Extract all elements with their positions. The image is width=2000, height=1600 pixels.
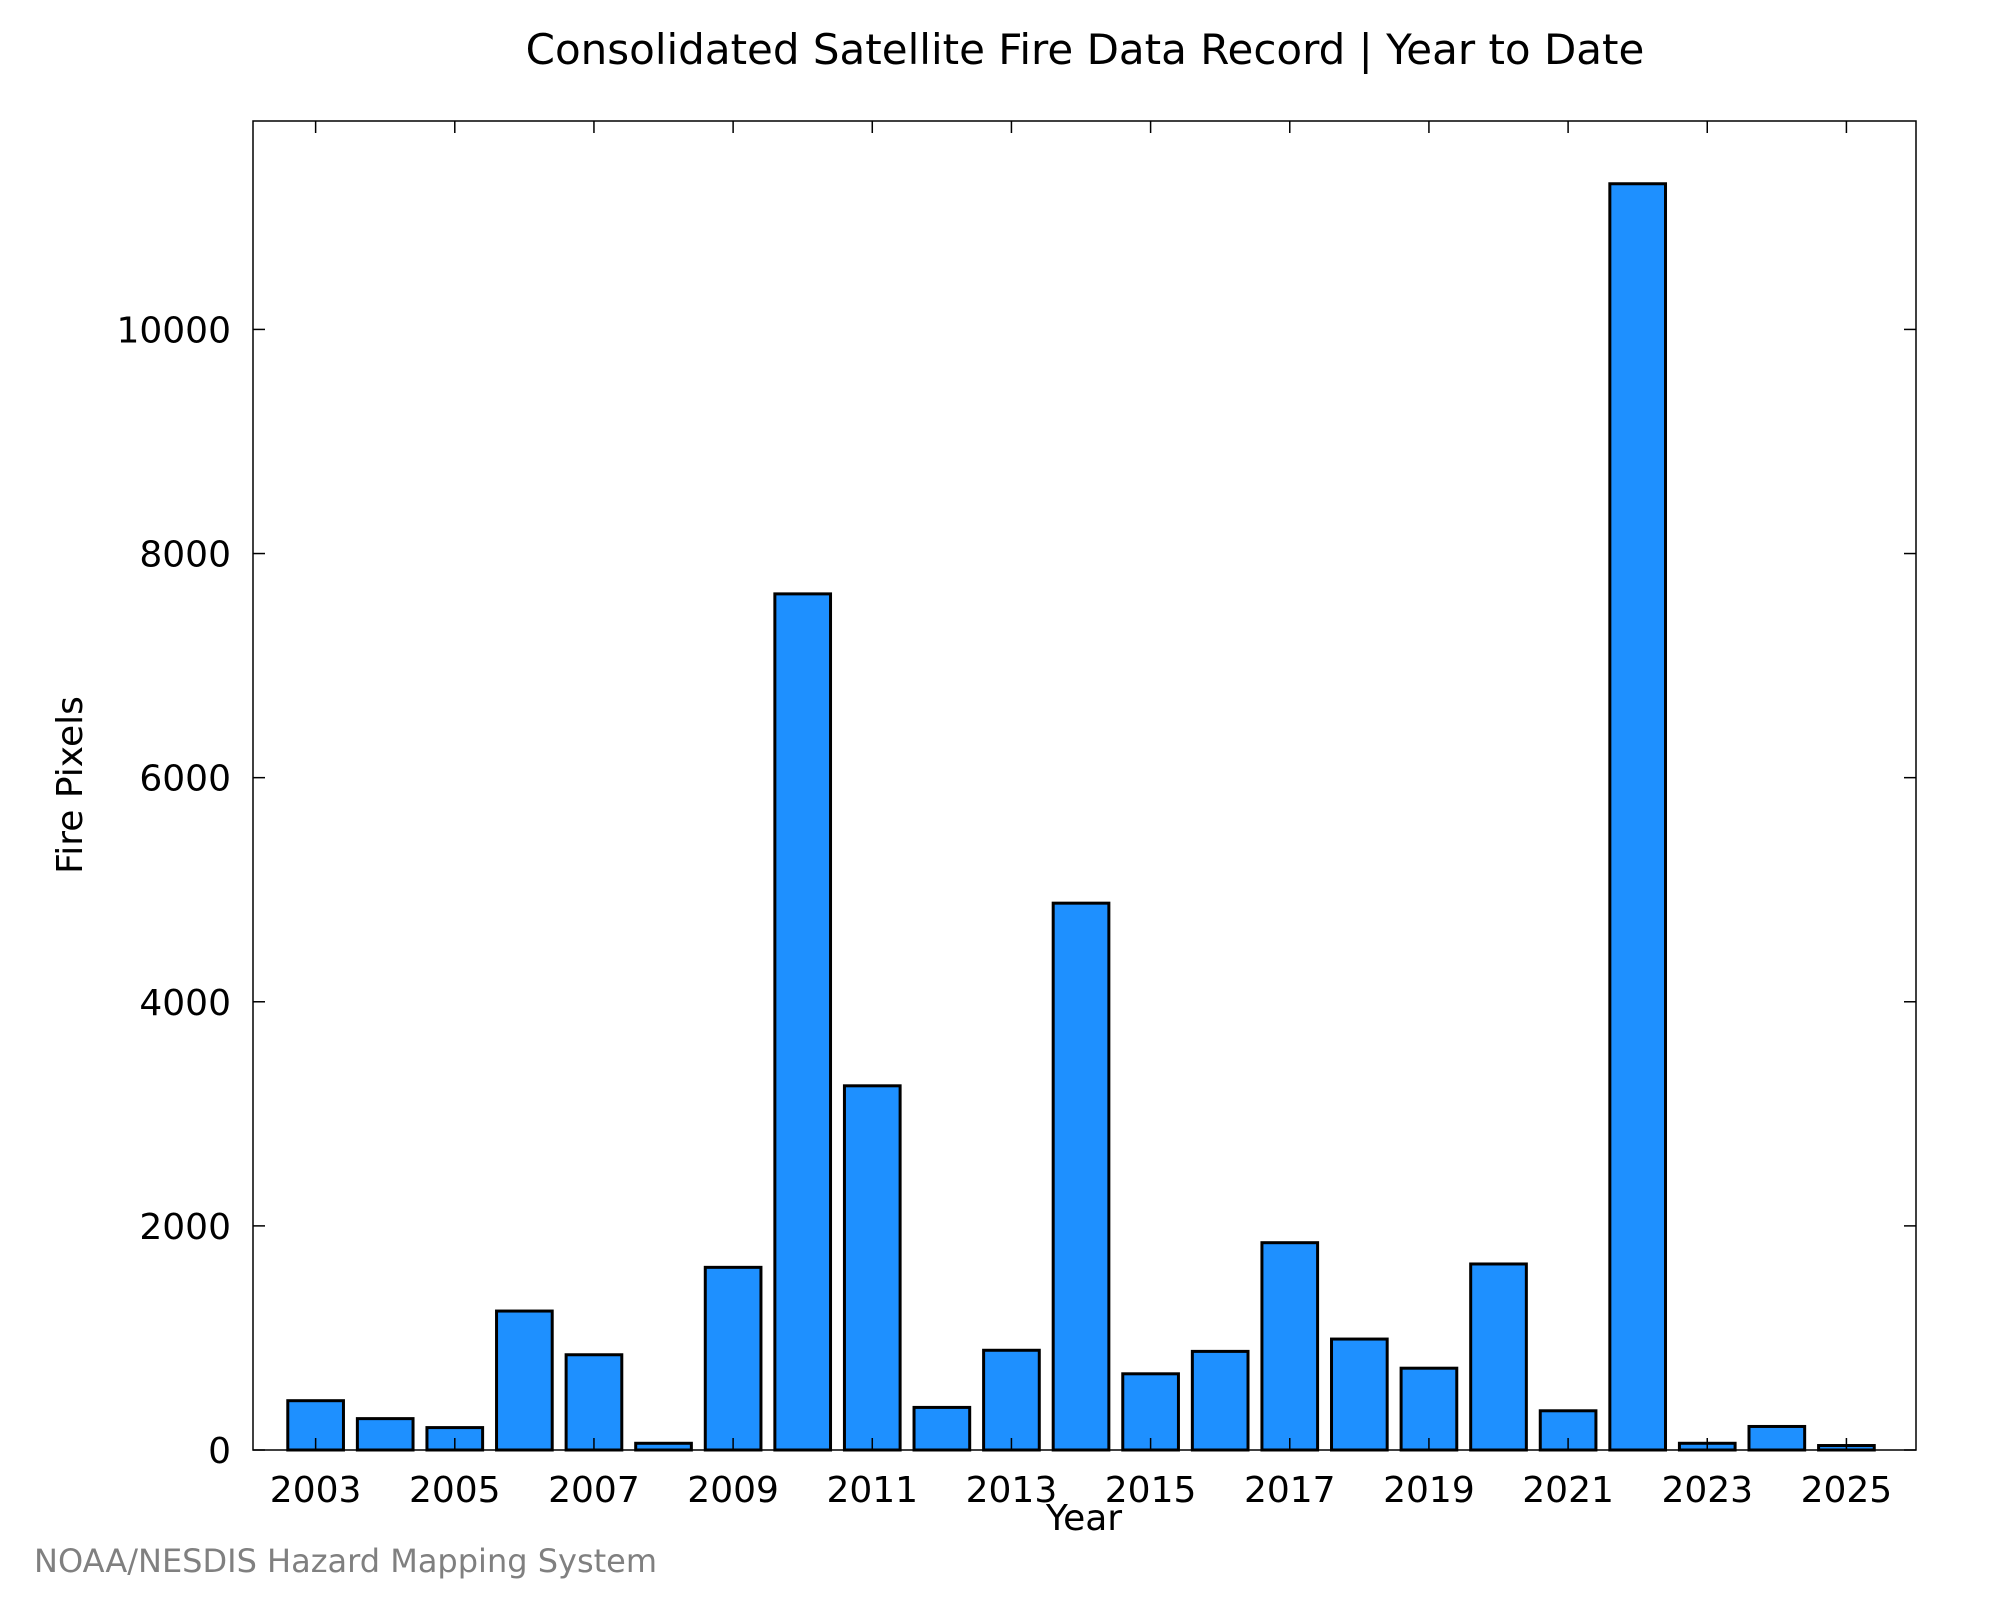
x-tick-label: 2013 xyxy=(966,1470,1058,1511)
bar-2017 xyxy=(1260,1241,1320,1452)
y-tick-label: 10000 xyxy=(116,310,231,351)
x-tick-label: 2015 xyxy=(1105,1470,1197,1511)
x-tick-label: 2023 xyxy=(1661,1470,1753,1511)
bar-2014 xyxy=(1051,901,1111,1452)
bar-2019 xyxy=(1399,1366,1459,1452)
bar-2008 xyxy=(634,1441,693,1452)
bar-2018 xyxy=(1330,1337,1389,1452)
y-tick-label: 8000 xyxy=(139,535,231,576)
x-tick-label: 2007 xyxy=(548,1470,640,1511)
x-tick-label: 2005 xyxy=(409,1470,501,1511)
bar-2024 xyxy=(1747,1424,1807,1452)
plot-frame xyxy=(252,120,1917,1451)
bar-2016 xyxy=(1190,1349,1250,1452)
y-axis-label: Fire Pixels xyxy=(50,696,91,874)
x-tick-label: 2011 xyxy=(826,1470,918,1511)
credit-text: NOAA/NESDIS Hazard Mapping System xyxy=(34,1542,657,1580)
bar-2007 xyxy=(564,1353,624,1452)
plot-area: 2003 2005 2007 2009 2011 2013 2015 2017 2019 2021… xyxy=(116,120,1917,1511)
y-tick-label: 6000 xyxy=(139,759,231,800)
bar-2004 xyxy=(355,1417,415,1452)
x-axis-label: Year xyxy=(1045,1498,1122,1539)
bar-2012 xyxy=(912,1405,972,1452)
x-tick-label: 2009 xyxy=(687,1470,779,1511)
bar-2015 xyxy=(1121,1372,1180,1452)
y-axis-ticks: 0 2000 4000 6000 8000 10000 xyxy=(116,310,1916,1472)
x-tick-label: 2021 xyxy=(1522,1470,1614,1511)
bar-2011 xyxy=(842,1084,902,1452)
bar-2013 xyxy=(982,1348,1041,1452)
bars xyxy=(286,182,1876,1452)
x-tick-label: 2019 xyxy=(1383,1470,1475,1511)
bar-2009 xyxy=(703,1265,763,1452)
bar-2022 xyxy=(1608,182,1668,1452)
bar-2010 xyxy=(773,592,833,1452)
chart-title: Consolidated Satellite Fire Data Record … xyxy=(526,25,1645,74)
x-tick-label: 2025 xyxy=(1801,1470,1893,1511)
y-tick-label: 2000 xyxy=(139,1207,231,1248)
x-tick-label: 2017 xyxy=(1244,1470,1336,1511)
x-axis-ticks: 2003 2005 2007 2009 2011 2013 2015 2017 2019 2021… xyxy=(270,121,1892,1511)
x-tick-label: 2003 xyxy=(270,1470,362,1511)
y-tick-label: 4000 xyxy=(139,983,231,1024)
bar-2020 xyxy=(1469,1262,1528,1452)
bar-2006 xyxy=(495,1309,554,1452)
y-tick-label: 0 xyxy=(208,1431,231,1472)
